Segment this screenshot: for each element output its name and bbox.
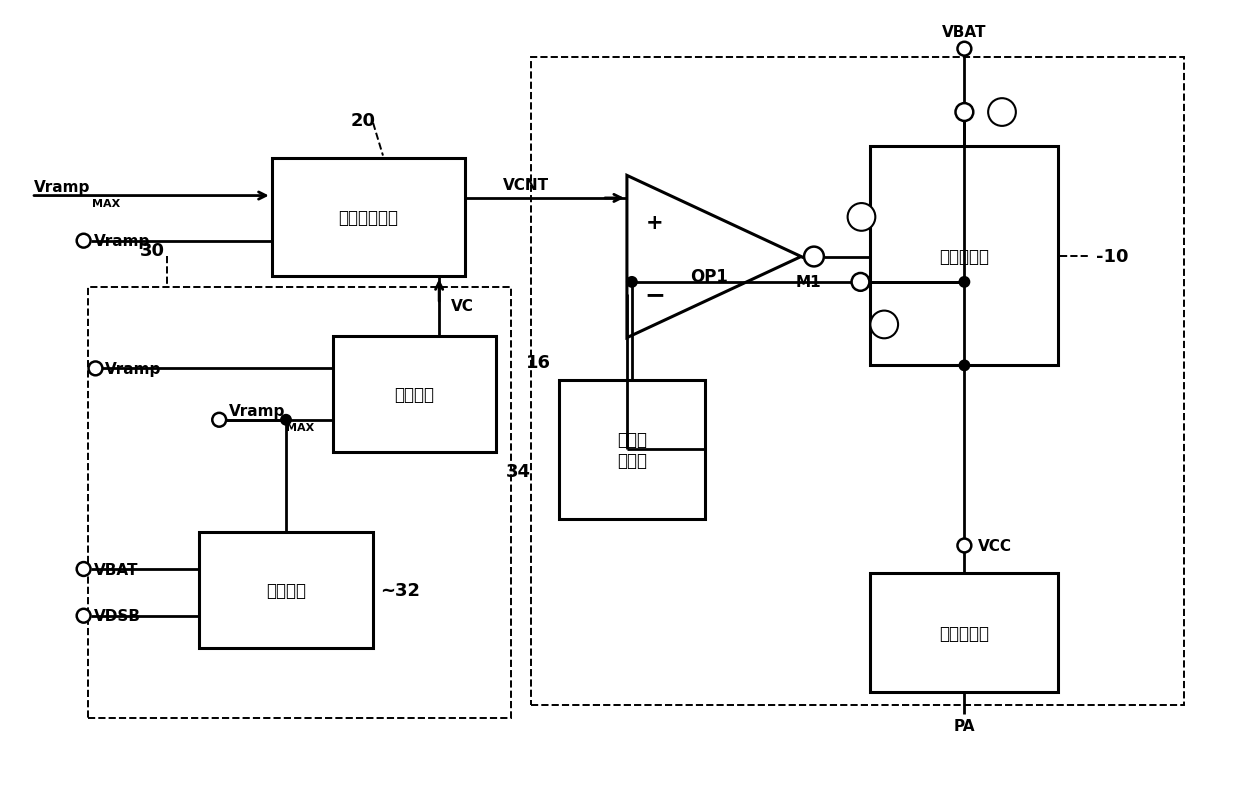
- Text: OP1: OP1: [691, 268, 728, 286]
- Text: 第一晶体管: 第一晶体管: [940, 247, 990, 265]
- Circle shape: [212, 414, 226, 427]
- Text: MAX: MAX: [286, 422, 315, 432]
- Circle shape: [626, 276, 637, 288]
- Text: VC: VC: [451, 300, 474, 314]
- Circle shape: [957, 43, 971, 56]
- Text: 比较单元: 比较单元: [394, 385, 435, 404]
- Bar: [334, 336, 496, 453]
- Circle shape: [852, 274, 869, 291]
- Text: M1: M1: [795, 275, 821, 290]
- Text: MAX: MAX: [92, 198, 120, 208]
- Circle shape: [77, 562, 91, 577]
- Circle shape: [848, 204, 875, 231]
- Text: 30: 30: [139, 241, 165, 259]
- Circle shape: [88, 362, 103, 376]
- Bar: [531, 58, 1184, 705]
- Text: 20: 20: [351, 112, 376, 130]
- Text: Vramp: Vramp: [93, 234, 150, 249]
- Text: 功率放大器: 功率放大器: [940, 624, 990, 642]
- Circle shape: [870, 312, 898, 339]
- Text: VBAT: VBAT: [93, 562, 138, 577]
- Circle shape: [957, 539, 971, 552]
- Circle shape: [280, 414, 291, 426]
- Bar: [870, 146, 1059, 366]
- Text: VBAT: VBAT: [942, 26, 987, 40]
- Circle shape: [77, 234, 91, 248]
- Bar: [88, 287, 511, 718]
- Circle shape: [77, 609, 91, 623]
- Bar: [200, 532, 372, 649]
- Text: 计算单元: 计算单元: [267, 581, 306, 599]
- Text: VDSB: VDSB: [93, 609, 140, 623]
- Bar: [559, 381, 706, 519]
- Text: 16: 16: [526, 354, 551, 372]
- Circle shape: [956, 104, 973, 122]
- Text: 信号选择电路: 信号选择电路: [339, 209, 398, 226]
- Text: ②: ②: [878, 318, 890, 332]
- Text: ①: ①: [996, 106, 1008, 120]
- Text: ~32: ~32: [381, 581, 420, 599]
- Text: VCNT: VCNT: [503, 177, 549, 193]
- Circle shape: [959, 276, 971, 288]
- Circle shape: [988, 99, 1016, 127]
- Text: Vramp: Vramp: [35, 179, 91, 194]
- Text: ③: ③: [856, 210, 867, 225]
- Text: Vramp: Vramp: [105, 361, 161, 377]
- Text: 34: 34: [506, 463, 531, 481]
- Bar: [272, 158, 465, 277]
- Text: -10: -10: [1096, 247, 1128, 265]
- Text: PA: PA: [954, 718, 975, 733]
- Text: −: −: [644, 283, 665, 307]
- Circle shape: [804, 247, 823, 267]
- Circle shape: [959, 360, 971, 372]
- Text: 电压转
换电路: 电压转 换电路: [616, 430, 647, 469]
- Text: +: +: [646, 213, 663, 233]
- Bar: [870, 573, 1059, 692]
- Text: Vramp: Vramp: [229, 403, 285, 418]
- Text: VCC: VCC: [978, 538, 1012, 553]
